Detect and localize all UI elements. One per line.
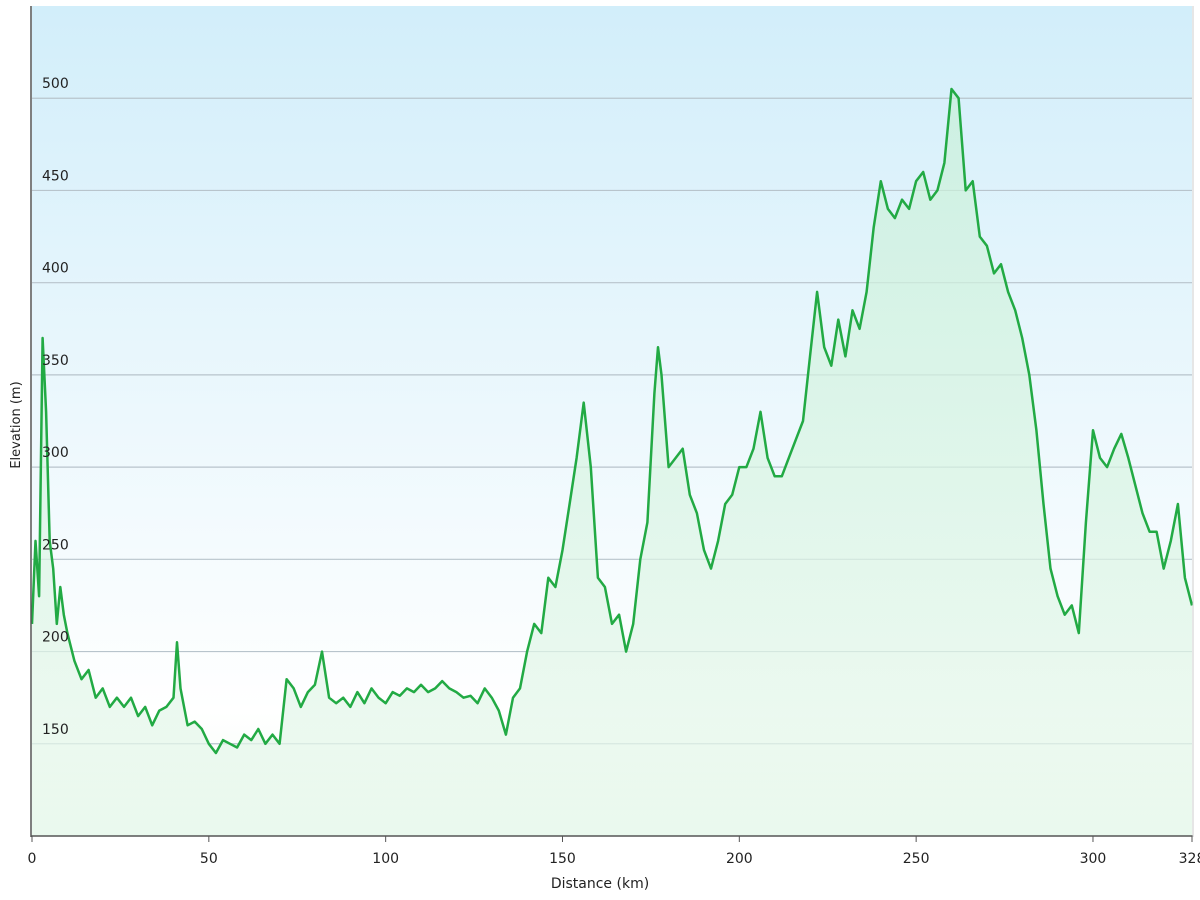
x-tick-label: 100 bbox=[372, 851, 399, 867]
x-tick-label: 200 bbox=[726, 851, 753, 867]
y-tick-label: 350 bbox=[42, 353, 69, 369]
y-tick-label: 200 bbox=[42, 630, 69, 646]
x-tick-label: 0 bbox=[28, 851, 37, 867]
y-tick-label: 150 bbox=[42, 722, 69, 738]
y-axis-label: Elevation (m) bbox=[9, 381, 24, 468]
x-tick-label: 50 bbox=[200, 851, 218, 867]
x-axis-label: Distance (km) bbox=[551, 876, 649, 892]
y-tick-label: 300 bbox=[42, 445, 69, 461]
x-tick-label: 150 bbox=[549, 851, 576, 867]
x-tick-label: 300 bbox=[1080, 851, 1107, 867]
elevation-line bbox=[30, 87, 1194, 755]
y-tick-label: 400 bbox=[42, 261, 69, 277]
y-tick-label: 250 bbox=[42, 537, 69, 553]
area-fill bbox=[32, 89, 1192, 836]
y-tick-label: 500 bbox=[42, 76, 69, 92]
x-tick-label: 328 bbox=[1179, 851, 1200, 867]
y-tick-label: 450 bbox=[42, 168, 69, 184]
x-tick-label: 250 bbox=[903, 851, 930, 867]
